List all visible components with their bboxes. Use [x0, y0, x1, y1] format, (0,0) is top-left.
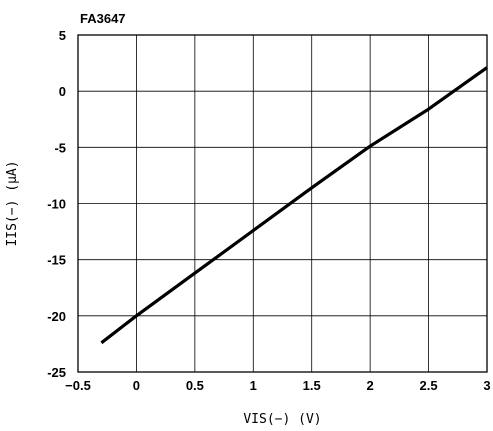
x-tick-label: 0: [133, 378, 140, 393]
x-tick-label: 2: [367, 378, 374, 393]
y-tick-label: 0: [59, 84, 66, 99]
y-tick-label: -15: [47, 253, 66, 268]
chart-title: FA3647: [80, 11, 126, 26]
x-tick-label: 0.5: [186, 378, 204, 393]
series-line: [100, 66, 488, 345]
y-axis-label: IIS(−) (μA): [5, 160, 20, 246]
plot-frame: [77, 34, 488, 373]
y-tick-label: -10: [47, 197, 66, 212]
y-tick-label: -5: [54, 140, 66, 155]
grid: [78, 35, 487, 372]
y-tick-label: -25: [47, 365, 66, 380]
series: [100, 66, 488, 345]
ticks: −0.5 0 0.5 1 1.5 2 2.5 3 5 0 -5 -10 -15 -20 -25: [47, 28, 490, 393]
x-tick-label: −0.5: [65, 378, 91, 393]
y-tick-label: 5: [59, 28, 66, 43]
x-axis-label: VIS(−) (V): [243, 412, 321, 427]
y-tick-label: -20: [47, 309, 66, 324]
x-tick-label: 1: [250, 378, 257, 393]
x-tick-label: 1.5: [303, 378, 321, 393]
x-tick-label: 2.5: [420, 378, 438, 393]
x-tick-label: 3: [483, 378, 490, 393]
